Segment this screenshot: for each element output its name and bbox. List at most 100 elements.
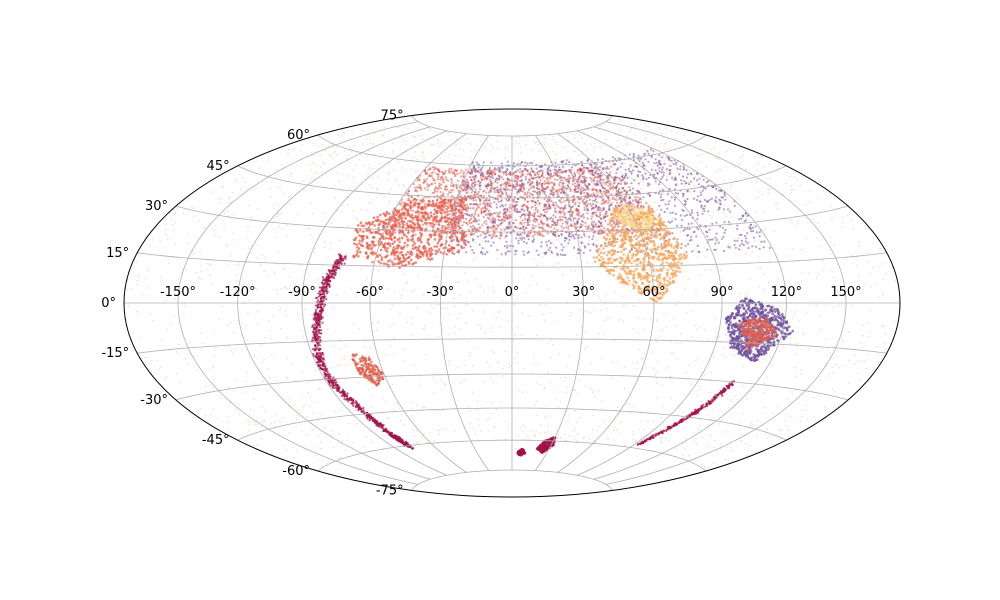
- data-point-series-1: [518, 171, 522, 174]
- data-point-series-0: [704, 269, 707, 271]
- data-point-series-1: [556, 188, 559, 191]
- data-point-series-2: [471, 172, 474, 175]
- data-point-series-0: [502, 375, 505, 377]
- data-point-series-0: [696, 394, 698, 397]
- data-point-series-2: [650, 148, 653, 151]
- data-point-series-2: [535, 186, 538, 189]
- data-point-series-0: [762, 240, 764, 242]
- data-point-series-0: [557, 262, 560, 264]
- data-point-series-0: [244, 181, 247, 184]
- data-point-series-0: [603, 320, 606, 322]
- data-point-series-2: [616, 238, 619, 241]
- data-point-series-0: [734, 166, 736, 169]
- data-point-series-0: [490, 151, 492, 153]
- data-point-series-2: [517, 239, 520, 242]
- data-point-series-2: [506, 226, 509, 229]
- data-point-series-1: [441, 224, 444, 227]
- data-point-series-0: [446, 131, 449, 133]
- data-point-series-1: [575, 213, 578, 216]
- data-point-series-0: [656, 382, 658, 385]
- data-point-series-2: [476, 235, 480, 238]
- data-point-series-0: [525, 137, 527, 139]
- data-point-series-0: [572, 389, 575, 392]
- data-point-series-2: [464, 212, 467, 215]
- data-point-series-0: [537, 162, 540, 165]
- data-point-series-0: [458, 148, 461, 150]
- data-point-series-0: [584, 267, 586, 269]
- data-point-series-0: [832, 357, 835, 360]
- data-point-series-1: [486, 202, 489, 205]
- data-point-series-0: [355, 151, 358, 154]
- data-point-series-1: [552, 214, 555, 217]
- data-point-series-0: [497, 148, 499, 150]
- data-point-series-0: [197, 279, 199, 281]
- data-point-series-0: [531, 149, 533, 151]
- data-point-series-0: [745, 455, 747, 457]
- data-point-series-0: [738, 198, 740, 200]
- data-point-series-2: [514, 253, 517, 256]
- data-point-series-0: [395, 402, 398, 404]
- data-point-series-1: [567, 211, 570, 214]
- data-point-series-1: [472, 199, 475, 202]
- data-point-series-0: [591, 185, 594, 187]
- data-point-series-0: [403, 185, 405, 188]
- data-point-series-0: [232, 296, 235, 299]
- data-point-series-2: [458, 211, 461, 214]
- data-point-series-2: [548, 217, 551, 220]
- data-point-series-0: [705, 166, 708, 168]
- data-point-series-0: [671, 352, 673, 354]
- data-point-series-0: [318, 435, 320, 437]
- data-point-series-2: [681, 218, 684, 221]
- data-point-series-2: [496, 198, 499, 201]
- data-point-series-2: [551, 186, 554, 189]
- data-point-series-0: [568, 355, 570, 358]
- data-point-series-0: [516, 352, 519, 354]
- data-point-series-0: [271, 353, 273, 356]
- data-point-series-0: [874, 283, 876, 286]
- data-point-series-0: [448, 375, 450, 377]
- data-point-series-1: [425, 177, 429, 180]
- data-point-series-0: [747, 175, 749, 177]
- data-point-series-2: [531, 224, 535, 227]
- data-point-series-2: [567, 225, 570, 228]
- data-point-series-0: [182, 212, 185, 214]
- data-point-series-0: [656, 397, 658, 399]
- data-point-series-0: [313, 307, 316, 310]
- data-point-series-0: [685, 372, 687, 374]
- data-point-series-2: [488, 234, 491, 237]
- data-point-series-0: [748, 241, 751, 244]
- data-point-series-2: [705, 200, 709, 203]
- data-point-series-0: [465, 322, 468, 324]
- data-point-series-0: [226, 264, 228, 267]
- data-point-series-0: [515, 140, 517, 143]
- data-point-series-0: [617, 406, 619, 409]
- data-point-series-1: [535, 218, 539, 221]
- data-point-series-1: [432, 171, 435, 174]
- data-point-series-2: [532, 240, 535, 243]
- data-point-series-1: [571, 199, 574, 202]
- data-point-series-0: [260, 264, 262, 266]
- data-point-series-0: [524, 143, 527, 146]
- data-point-series-0: [338, 180, 340, 182]
- data-point-series-2: [541, 169, 544, 173]
- data-point-series-0: [775, 203, 777, 205]
- data-point-series-2: [571, 233, 574, 236]
- data-point-series-2: [534, 174, 537, 177]
- data-point-series-0: [336, 209, 339, 212]
- data-point-series-2: [500, 162, 503, 165]
- data-point-series-0: [698, 425, 700, 427]
- data-point-series-0: [693, 248, 695, 251]
- data-point-series-0: [151, 319, 154, 322]
- data-point-series-0: [263, 419, 265, 421]
- data-point-series-0: [796, 342, 798, 345]
- data-point-series-0: [724, 333, 726, 335]
- data-point-series-0: [669, 376, 671, 378]
- data-point-series-0: [542, 313, 544, 315]
- data-point-series-1: [460, 175, 463, 178]
- data-point-series-0: [412, 135, 415, 137]
- data-point-series-0: [644, 318, 647, 320]
- data-point-series-1: [477, 215, 480, 218]
- data-point-series-2: [506, 250, 509, 253]
- data-point-series-0: [890, 266, 893, 269]
- data-point-series-0: [748, 445, 751, 447]
